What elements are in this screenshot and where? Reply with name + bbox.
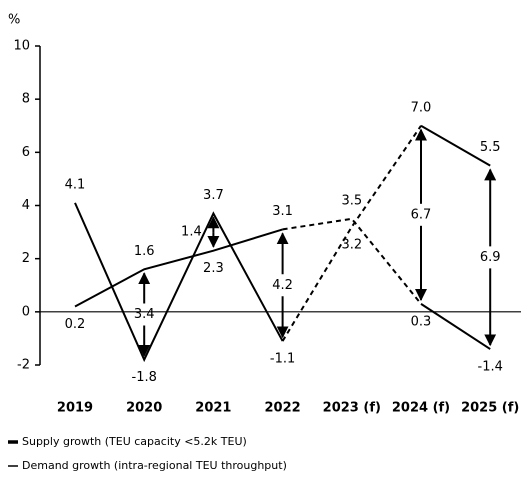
legend-label: Demand growth (intra-regional TEU throug… xyxy=(22,459,287,472)
gap-label: 3.4 xyxy=(134,307,155,322)
gap-label: 1.4 xyxy=(181,225,202,240)
data-label: 4.1 xyxy=(65,177,86,192)
data-label: 3.7 xyxy=(203,188,224,203)
y-tick-label: 10 xyxy=(13,39,30,54)
series-line xyxy=(281,125,422,342)
y-axis-label: % xyxy=(8,13,20,28)
y-tick-label: -2 xyxy=(17,358,30,373)
gap-label: 6.7 xyxy=(411,207,432,222)
data-label: 0.3 xyxy=(411,314,432,329)
x-tick-label: 2021 xyxy=(195,401,231,416)
x-tick-label: 2025 (f) xyxy=(461,401,519,416)
series-line xyxy=(420,303,491,350)
series-line xyxy=(74,228,283,308)
data-label: 2.3 xyxy=(203,261,224,276)
y-tick-label: 8 xyxy=(22,92,30,107)
gap-label: 4.2 xyxy=(272,278,293,293)
x-tick-label: 2020 xyxy=(126,401,162,416)
data-label: 3.2 xyxy=(341,237,362,252)
y-tick-label: 4 xyxy=(22,198,30,213)
y-tick-label: 2 xyxy=(22,251,30,266)
x-tick-label: 2024 (f) xyxy=(392,401,450,416)
x-tick-label: 2019 xyxy=(57,401,93,416)
y-tick-label: 6 xyxy=(22,145,30,160)
y-tick-label: 0 xyxy=(22,304,30,319)
data-label: -1.4 xyxy=(478,360,503,375)
series-line xyxy=(420,124,491,167)
data-label: 7.0 xyxy=(411,100,432,115)
data-label: 1.6 xyxy=(134,244,155,259)
series-line xyxy=(74,202,284,363)
gap-label: 6.9 xyxy=(480,250,501,265)
data-label: -1.8 xyxy=(132,370,157,385)
data-label: 5.5 xyxy=(480,140,501,155)
data-label: 3.5 xyxy=(341,193,362,208)
data-label: 3.1 xyxy=(272,204,293,219)
series-line xyxy=(282,217,422,305)
x-tick-label: 2022 xyxy=(265,401,301,416)
x-tick-label: 2023 (f) xyxy=(323,401,381,416)
data-label: -1.1 xyxy=(270,352,295,367)
legend-label: Supply growth (TEU capacity <5.2k TEU) xyxy=(22,435,247,448)
data-label: 0.2 xyxy=(65,317,86,332)
